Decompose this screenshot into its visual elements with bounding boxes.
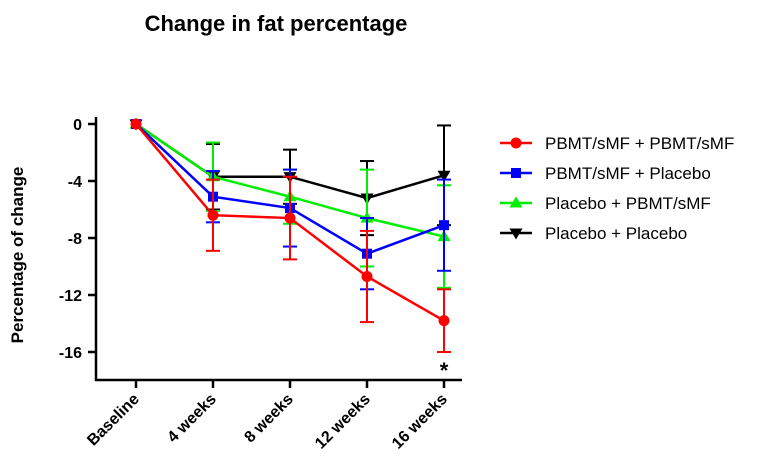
legend: PBMT/sMF + PBMT/sMF PBMT/sMF + Placebo Pla… [500, 134, 734, 243]
y-tick-label: -8 [68, 231, 82, 248]
annotation-layer: * [440, 358, 449, 383]
legend-label: Placebo + PBMT/sMF [545, 194, 711, 213]
data-point [439, 220, 449, 231]
x-tick-label: 8 weeks [241, 391, 296, 446]
legend-label: Placebo + Placebo [545, 224, 687, 243]
x-tick-label: 4 weeks [164, 391, 219, 446]
significance-annotation: * [440, 358, 449, 383]
y-tick-label: -16 [59, 345, 82, 362]
legend-item: Placebo + PBMT/sMF [500, 194, 711, 213]
series-pbmt-smf-pbmt-smf [130, 118, 451, 353]
data-point [361, 270, 373, 282]
chart-title: Change in fat percentage [145, 11, 408, 36]
legend-marker [511, 168, 521, 178]
x-tick-label: 16 weeks [389, 391, 451, 453]
data-point [284, 212, 296, 224]
legend-marker [510, 137, 522, 149]
legend-marker [509, 228, 523, 240]
legend-item: PBMT/sMF + PBMT/sMF [500, 134, 734, 153]
y-tick-label: -4 [68, 174, 82, 191]
data-point [130, 118, 142, 130]
legend-marker [509, 196, 523, 208]
data-point [438, 315, 450, 327]
y-tick-label: -12 [59, 288, 82, 305]
legend-item: Placebo + Placebo [500, 224, 687, 243]
x-tick-label: Baseline [84, 391, 143, 450]
series-layer [129, 117, 451, 353]
data-point [437, 170, 451, 182]
y-axis-label: Percentage of change [8, 167, 27, 344]
legend-label: PBMT/sMF + PBMT/sMF [545, 134, 734, 153]
x-axis: Baseline 4 weeks 8 weeks 12 weeks 16 weeks [84, 378, 462, 453]
y-axis: 0 -4 -8 -12 -16 [59, 117, 98, 381]
x-tick-label: 12 weeks [312, 391, 374, 453]
legend-label: PBMT/sMF + Placebo [545, 164, 711, 183]
data-point [207, 209, 219, 221]
y-tick-label: 0 [73, 117, 82, 134]
legend-item: PBMT/sMF + Placebo [500, 164, 711, 183]
